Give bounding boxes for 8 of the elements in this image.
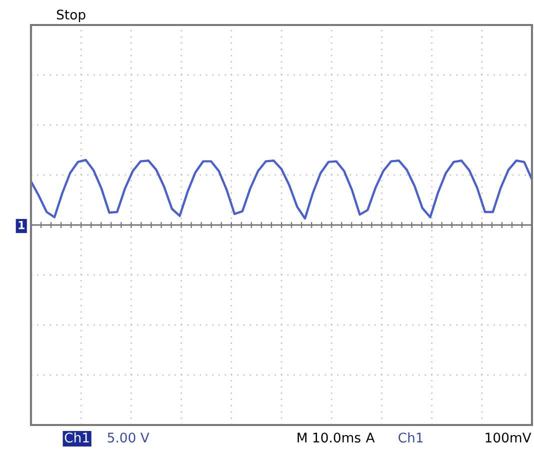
text: M 10.0ms xyxy=(298,432,360,443)
text: Stop xyxy=(56,10,86,22)
text: 5.00 V xyxy=(108,432,150,443)
text: A xyxy=(366,432,375,442)
text: 1 xyxy=(18,220,24,230)
text: Ch1 xyxy=(398,432,423,443)
text: Ch1 xyxy=(64,432,89,443)
text: 100mV xyxy=(486,432,532,443)
